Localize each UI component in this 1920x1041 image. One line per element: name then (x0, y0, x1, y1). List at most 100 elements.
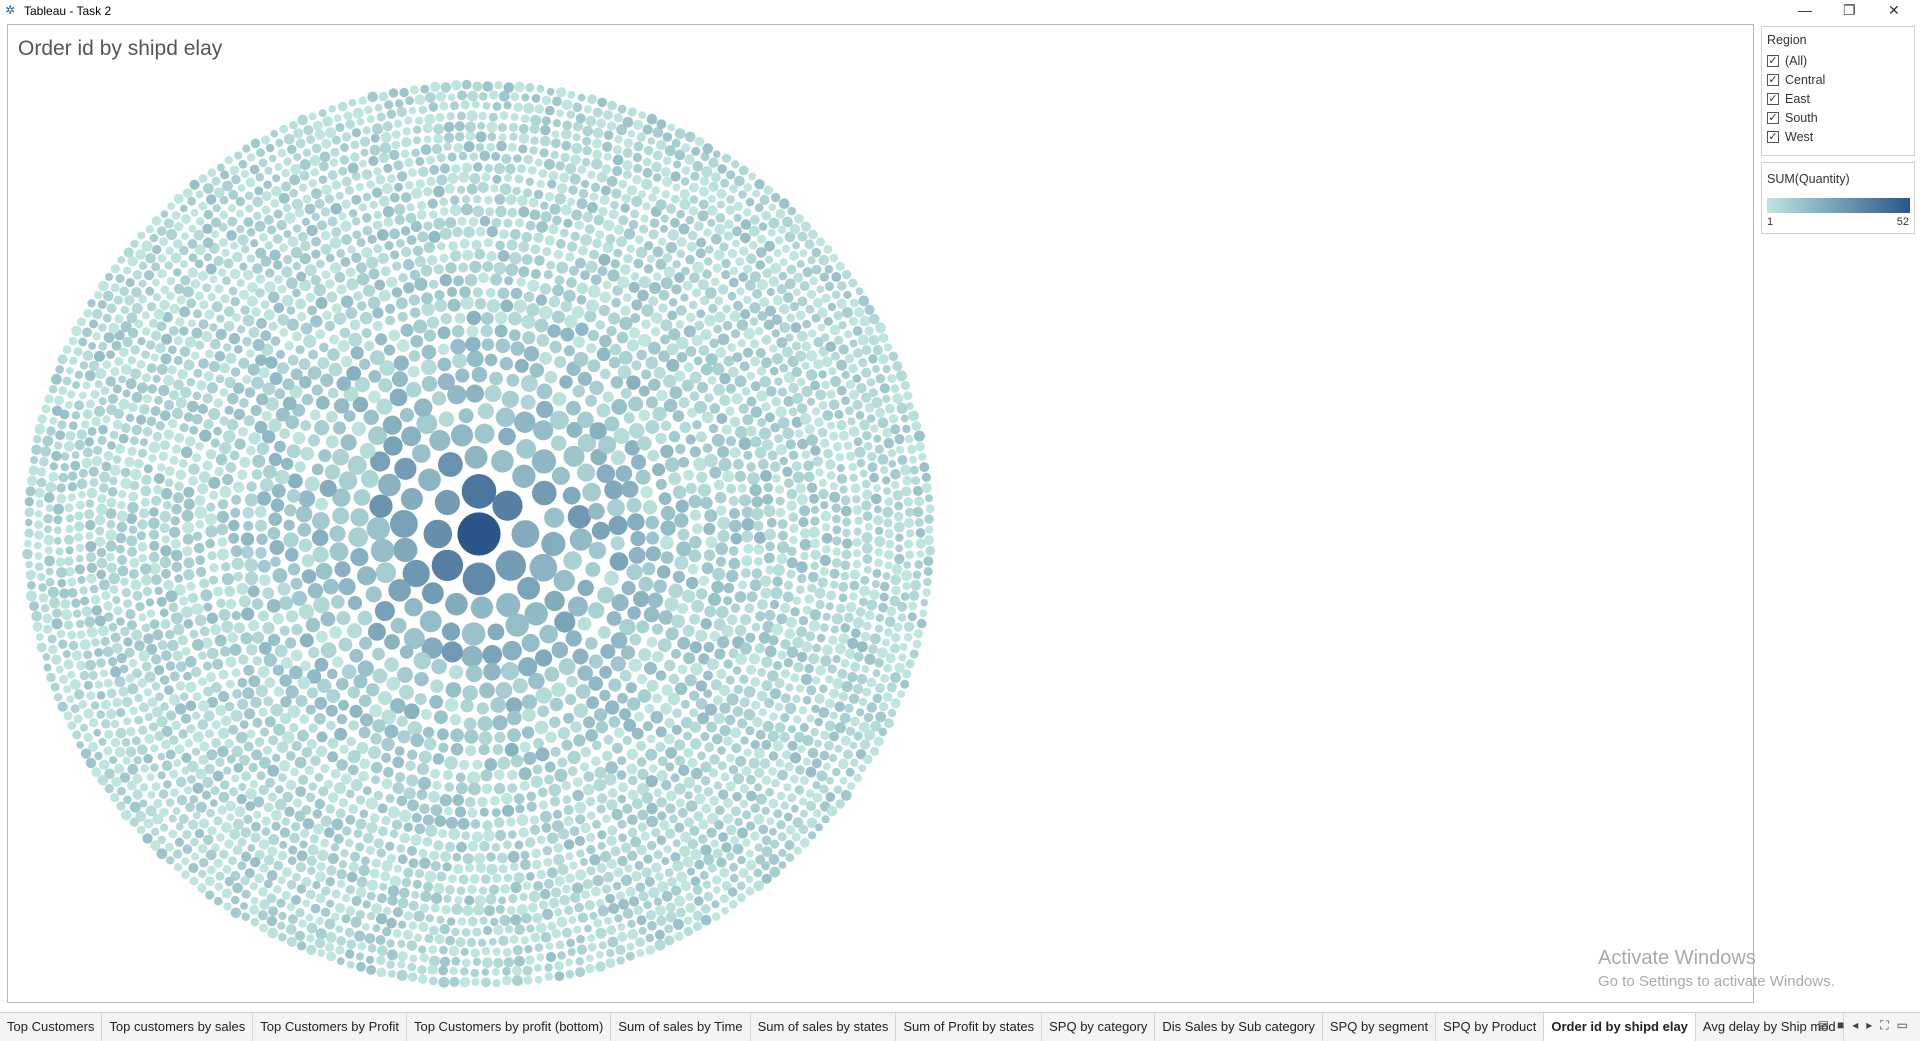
bubble (836, 385, 847, 396)
bubble (751, 622, 761, 632)
bubble (810, 727, 819, 737)
bubble (179, 245, 189, 256)
bubble (206, 808, 215, 818)
bubble (801, 450, 811, 460)
bubble (130, 468, 142, 481)
bubble (248, 762, 258, 773)
bubble (575, 322, 589, 336)
bubble (138, 279, 147, 288)
bubble (366, 891, 376, 901)
sheet-tab[interactable]: Top customers by sales (102, 1013, 254, 1041)
bubble (589, 192, 599, 201)
bubble (145, 805, 157, 817)
bubble (800, 809, 808, 818)
bubble (780, 713, 790, 723)
bubble (627, 827, 638, 838)
bubble (871, 580, 880, 589)
bubble (627, 814, 638, 825)
checkbox[interactable]: ✓ (1767, 74, 1779, 86)
bubble (96, 558, 108, 569)
bubble (220, 170, 230, 180)
sheet-tab[interactable]: SPQ by segment (1323, 1013, 1437, 1041)
bubble (55, 665, 64, 674)
bubble (86, 562, 98, 573)
bubble (761, 334, 772, 345)
bubble (796, 260, 805, 269)
bubble (229, 643, 242, 656)
bubble (656, 769, 668, 782)
checkbox[interactable]: ✓ (1767, 93, 1779, 105)
restore[interactable]: ❐ (1843, 2, 1856, 18)
sheet-tab[interactable]: Sum of sales by states (751, 1013, 897, 1041)
tab-controls[interactable]: ▤■◂▸⛶▭ (1817, 1018, 1916, 1032)
bubble (351, 252, 362, 263)
bubble (662, 132, 673, 142)
bubble (613, 727, 625, 738)
filter-option[interactable]: ✓ West (1767, 129, 1813, 145)
bubble (512, 975, 523, 987)
bubble (848, 426, 860, 438)
sheet-tab[interactable]: SPQ by category (1042, 1013, 1156, 1041)
filter-option[interactable]: ✓ South (1767, 110, 1818, 126)
bubble (231, 494, 242, 505)
bubble (823, 448, 833, 459)
bubble (689, 721, 701, 733)
bubble (439, 794, 452, 807)
bubble (270, 556, 281, 568)
bubble (700, 496, 713, 510)
checkbox[interactable]: ✓ (1767, 55, 1779, 67)
bubble (708, 157, 719, 168)
bubble (383, 217, 394, 228)
sheet-tab[interactable]: Top Customers by profit (bottom) (407, 1013, 612, 1041)
bubble (363, 409, 379, 425)
bubble (883, 718, 894, 729)
close[interactable]: ✕ (1888, 2, 1900, 18)
bubble (750, 381, 761, 392)
bubble (101, 719, 111, 729)
bubble (798, 517, 809, 528)
bubble (624, 864, 633, 873)
bubble (605, 234, 616, 244)
bubble (247, 363, 260, 376)
bubble (443, 770, 453, 780)
sheet-tab[interactable]: Sum of sales by Time (611, 1013, 751, 1041)
bubble (878, 354, 889, 365)
bubble (531, 449, 557, 474)
bubble (136, 382, 148, 394)
bubble (164, 466, 175, 476)
sheet-tab[interactable]: Dis Sales by Sub category (1155, 1013, 1323, 1041)
bubble (472, 205, 485, 217)
bubble (732, 843, 744, 855)
bubble (345, 814, 356, 825)
filter-option[interactable]: ✓ East (1767, 91, 1810, 107)
bubble (116, 708, 126, 718)
sheet-tab[interactable]: SPQ by Product (1436, 1013, 1545, 1041)
bubble (522, 331, 536, 345)
bubble (46, 672, 56, 683)
filter-option[interactable]: ✓ Central (1767, 72, 1825, 88)
bubble (724, 219, 734, 229)
bubble (628, 423, 645, 439)
bubble (868, 388, 878, 398)
bubble (274, 163, 283, 171)
sheet-tab[interactable]: Avg delay by Ship mod (1696, 1013, 1844, 1041)
bubble (498, 133, 507, 142)
bubble (62, 345, 72, 355)
minimize[interactable]: — (1798, 2, 1812, 18)
bubble (829, 491, 841, 503)
bubble (481, 977, 491, 988)
bubble (825, 602, 834, 611)
bubble (646, 802, 658, 815)
bubble (482, 820, 493, 831)
bubble (855, 749, 867, 760)
checkbox[interactable]: ✓ (1767, 112, 1779, 124)
bubble (840, 658, 850, 668)
sheet-tab[interactable]: Sum of Profit by states (896, 1013, 1043, 1041)
sheet-tab[interactable]: Order id by shipd elay (1544, 1013, 1696, 1041)
sheet-tab[interactable]: Top Customers (0, 1013, 103, 1041)
bubble (603, 871, 614, 883)
sheet-tab[interactable]: Top Customers by Profit (253, 1013, 407, 1041)
bubble (605, 700, 620, 715)
checkbox[interactable]: ✓ (1767, 131, 1779, 143)
filter-option[interactable]: ✓ (All) (1767, 53, 1807, 69)
